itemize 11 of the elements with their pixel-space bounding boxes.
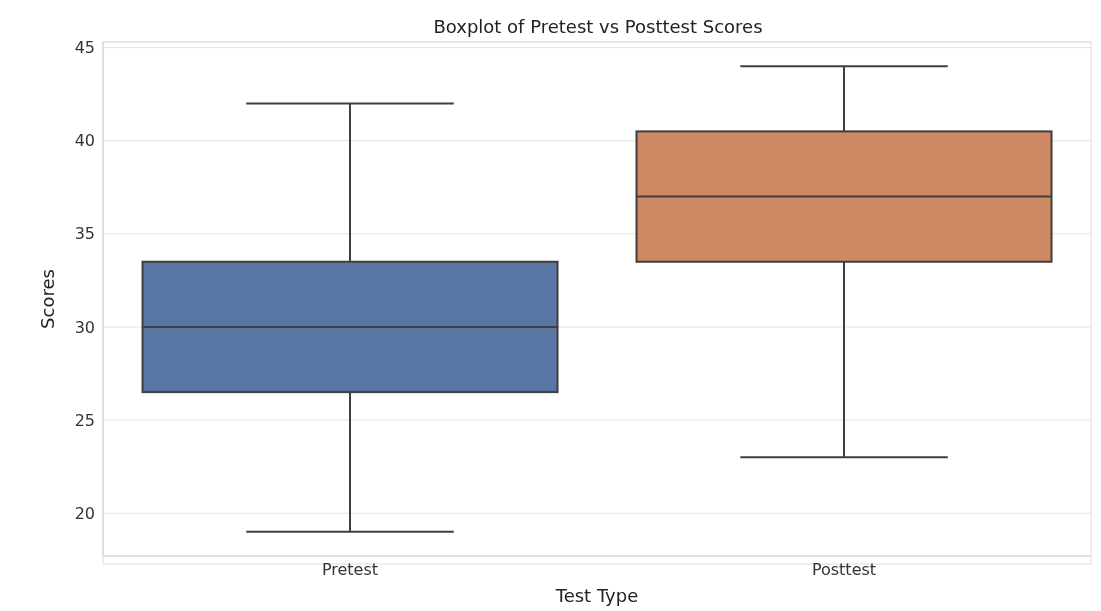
y-tick-label: 45 (74, 38, 95, 58)
x-tick-label: Posttest (811, 560, 877, 580)
y-tick-label: 20 (74, 503, 95, 523)
x-axis-title: Test Type (554, 585, 639, 606)
x-tick-label: Pretest (321, 560, 379, 580)
y-tick-label: 40 (74, 131, 95, 151)
y-tick-label: 25 (74, 410, 95, 430)
y-tick-label: 30 (74, 317, 95, 337)
y-axis-title: Scores (37, 269, 59, 329)
y-tick-label: 35 (74, 224, 95, 244)
chart-title: Boxplot of Pretest vs Posttest Scores (432, 16, 764, 37)
